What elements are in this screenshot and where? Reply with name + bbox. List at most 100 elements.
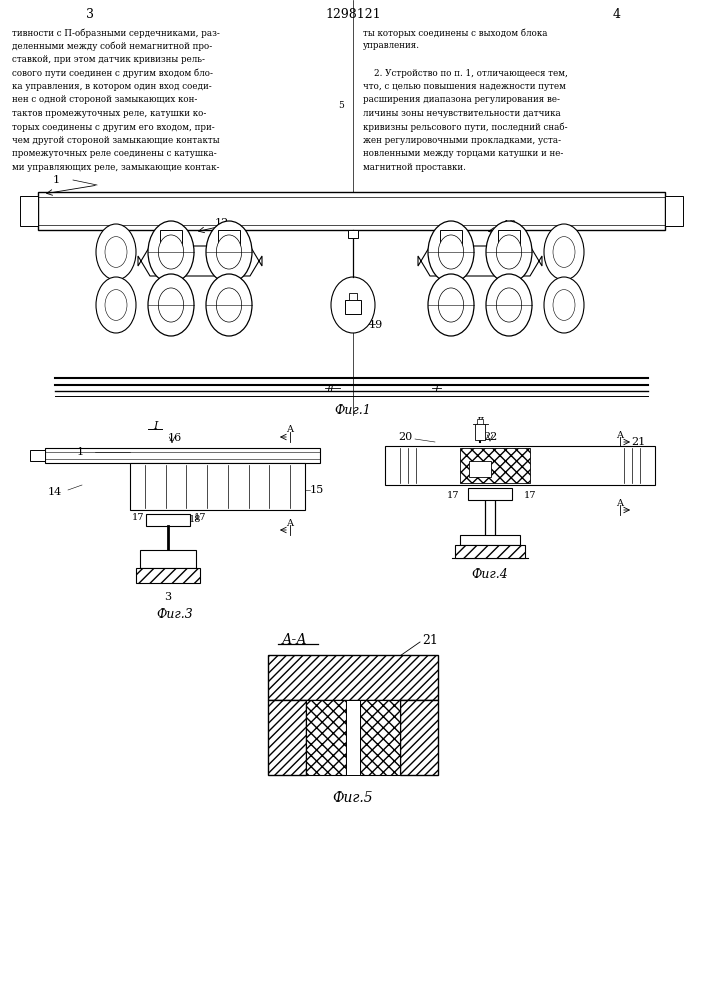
- Bar: [345, 300, 361, 314]
- Text: 3: 3: [86, 7, 94, 20]
- Text: 19: 19: [369, 320, 383, 330]
- Bar: [20, 196, 38, 226]
- Ellipse shape: [216, 288, 242, 322]
- Text: торых соединены с другим его входом, при-: торых соединены с другим его входом, при…: [12, 122, 215, 131]
- Text: сового пути соединен с другим входом бло-: сового пути соединен с другим входом бло…: [12, 68, 213, 78]
- Text: А-А: А-А: [282, 633, 308, 647]
- Bar: [502, 246, 516, 256]
- Ellipse shape: [553, 237, 575, 267]
- Text: 13: 13: [503, 220, 517, 230]
- Ellipse shape: [96, 224, 136, 280]
- Text: чем другой стороной замыкающие контакты: чем другой стороной замыкающие контакты: [12, 136, 220, 145]
- Text: новленными между торцами катушки и не-: новленными между торцами катушки и не-: [363, 149, 563, 158]
- Text: 21: 21: [631, 437, 645, 447]
- Bar: [222, 246, 236, 256]
- Ellipse shape: [331, 277, 375, 333]
- Text: магнитной проставки.: магнитной проставки.: [363, 163, 466, 172]
- Bar: [130, 463, 305, 510]
- Text: I: I: [153, 421, 157, 431]
- Text: 1298121: 1298121: [325, 7, 381, 20]
- Text: что, с целью повышения надежности путем: что, с целью повышения надежности путем: [363, 82, 566, 91]
- Bar: [38, 192, 665, 230]
- Text: A: A: [617, 498, 624, 508]
- Text: личины зоны нечувствительности датчика: личины зоны нечувствительности датчика: [363, 109, 561, 118]
- Text: 3: 3: [165, 592, 172, 602]
- Ellipse shape: [158, 288, 184, 322]
- Bar: [268, 700, 306, 775]
- Text: II: II: [476, 418, 484, 426]
- Text: Фиг.1: Фиг.1: [334, 403, 371, 416]
- Text: Фиг.5: Фиг.5: [333, 791, 373, 805]
- Ellipse shape: [105, 237, 127, 267]
- Bar: [385, 446, 655, 485]
- Bar: [460, 535, 520, 545]
- Bar: [160, 230, 182, 246]
- Polygon shape: [138, 246, 262, 276]
- Bar: [146, 514, 190, 526]
- Bar: [30, 450, 45, 461]
- Ellipse shape: [216, 235, 242, 269]
- Text: 17: 17: [132, 514, 144, 522]
- Bar: [444, 246, 458, 256]
- Bar: [455, 545, 525, 558]
- Ellipse shape: [544, 224, 584, 280]
- Text: 4: 4: [613, 7, 621, 20]
- Text: I: I: [434, 385, 438, 394]
- Ellipse shape: [148, 274, 194, 336]
- Ellipse shape: [158, 235, 184, 269]
- Bar: [460, 448, 530, 483]
- Text: 1: 1: [52, 175, 59, 185]
- Bar: [349, 293, 357, 300]
- Ellipse shape: [96, 277, 136, 333]
- Text: 17: 17: [194, 514, 206, 522]
- Bar: [306, 700, 346, 775]
- Ellipse shape: [428, 221, 474, 283]
- Bar: [164, 246, 178, 256]
- Text: нен с одной стороной замыкающих кон-: нен с одной стороной замыкающих кон-: [12, 96, 197, 104]
- Ellipse shape: [544, 277, 584, 333]
- Bar: [360, 700, 400, 775]
- Text: деленными между собой немагнитной про-: деленными между собой немагнитной про-: [12, 41, 212, 51]
- Polygon shape: [418, 246, 542, 276]
- Text: II: II: [326, 385, 334, 394]
- Text: 21: 21: [422, 634, 438, 647]
- Text: 5: 5: [338, 101, 344, 109]
- Text: 20: 20: [398, 432, 412, 442]
- Text: управления.: управления.: [363, 41, 420, 50]
- Text: 18: 18: [189, 516, 201, 524]
- Text: A: A: [286, 426, 293, 434]
- Text: промежуточных реле соединены с катушка-: промежуточных реле соединены с катушка-: [12, 149, 217, 158]
- Text: 22: 22: [483, 432, 497, 442]
- Text: тивности с П-образными сердечниками, раз-: тивности с П-образными сердечниками, раз…: [12, 28, 220, 37]
- Text: расширения диапазона регулирования ве-: расширения диапазона регулирования ве-: [363, 96, 560, 104]
- Text: ты которых соединены с выходом блока: ты которых соединены с выходом блока: [363, 28, 547, 37]
- Ellipse shape: [486, 221, 532, 283]
- Bar: [469, 461, 491, 477]
- Text: тактов промежуточных реле, катушки ко-: тактов промежуточных реле, катушки ко-: [12, 109, 206, 118]
- Text: жен регулировочными прокладками, уста-: жен регулировочными прокладками, уста-: [363, 136, 561, 145]
- Ellipse shape: [206, 274, 252, 336]
- Bar: [440, 230, 462, 246]
- Text: 15: 15: [310, 485, 325, 495]
- Bar: [468, 488, 512, 500]
- Text: 17: 17: [524, 490, 536, 499]
- Text: A: A: [286, 518, 293, 528]
- Bar: [45, 448, 320, 463]
- Ellipse shape: [496, 288, 522, 322]
- Ellipse shape: [438, 288, 464, 322]
- Text: 1: 1: [76, 447, 83, 457]
- Bar: [665, 196, 683, 226]
- Bar: [498, 230, 520, 246]
- Bar: [268, 655, 438, 700]
- Text: ставкой, при этом датчик кривизны рель-: ставкой, при этом датчик кривизны рель-: [12, 55, 205, 64]
- Text: ми управляющих реле, замыкающие контак-: ми управляющих реле, замыкающие контак-: [12, 163, 219, 172]
- Bar: [475, 424, 485, 440]
- Ellipse shape: [438, 235, 464, 269]
- Ellipse shape: [553, 290, 575, 320]
- Text: 14: 14: [48, 487, 62, 497]
- Bar: [346, 700, 360, 775]
- Text: 17: 17: [447, 490, 460, 499]
- Text: 12: 12: [215, 218, 229, 228]
- Text: ка управления, в котором один вход соеди-: ка управления, в котором один вход соеди…: [12, 82, 212, 91]
- Text: 2. Устройство по п. 1, отличающееся тем,: 2. Устройство по п. 1, отличающееся тем,: [363, 68, 568, 78]
